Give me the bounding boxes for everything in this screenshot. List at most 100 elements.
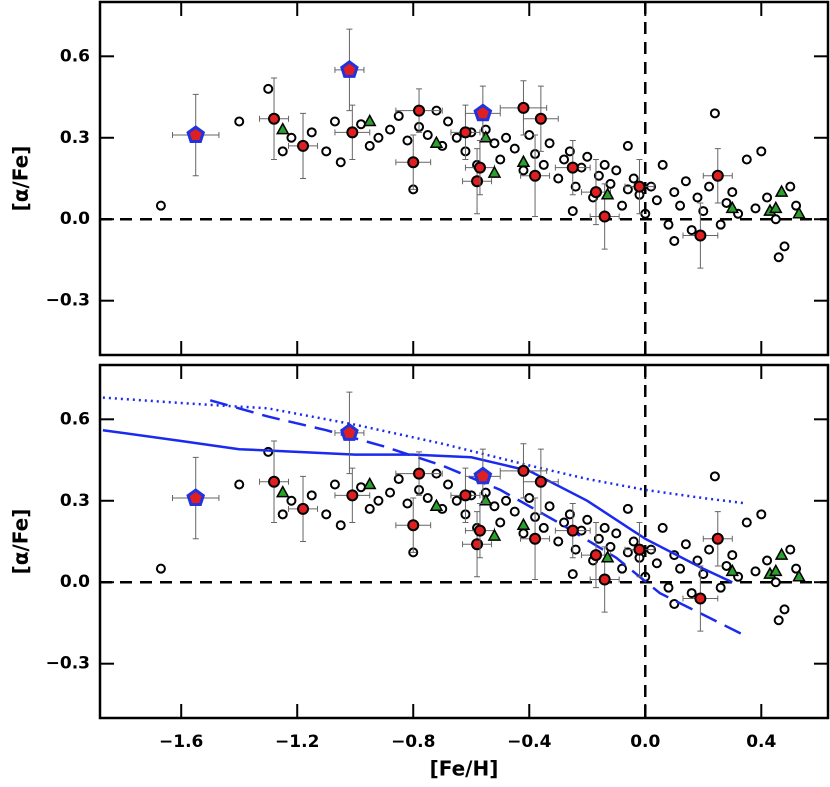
point	[762, 192, 773, 203]
point	[473, 524, 486, 537]
point	[750, 203, 761, 214]
point	[155, 200, 166, 211]
point	[553, 173, 564, 184]
point	[582, 514, 593, 525]
point	[429, 498, 444, 511]
point	[792, 206, 806, 219]
point	[277, 146, 288, 157]
point	[669, 235, 680, 246]
point	[756, 509, 767, 520]
point	[356, 119, 367, 130]
point	[756, 146, 767, 157]
y-tick-label: 0.6	[60, 46, 90, 66]
point	[633, 180, 646, 193]
point	[698, 569, 709, 580]
point	[733, 571, 744, 582]
point	[680, 176, 691, 187]
point	[471, 538, 484, 551]
x-axis-label: [Fe/H]	[430, 757, 499, 781]
x-tick-label: −0.4	[507, 732, 552, 752]
point	[779, 241, 790, 252]
point	[566, 161, 579, 174]
point	[544, 501, 555, 512]
point	[727, 550, 738, 561]
point	[495, 154, 506, 165]
point	[473, 103, 493, 122]
point	[275, 485, 290, 498]
point	[559, 154, 570, 165]
point	[459, 489, 472, 502]
point	[385, 124, 396, 135]
point	[791, 200, 802, 211]
point	[669, 187, 680, 198]
point	[364, 503, 375, 514]
point	[234, 479, 245, 490]
x-tick-label: 0.0	[630, 732, 660, 752]
y-axis-label: [α/Fe]	[9, 509, 33, 575]
point	[393, 474, 404, 485]
x-tick-label: −1.6	[159, 732, 203, 752]
plot-frame	[98, 363, 830, 720]
point	[268, 112, 281, 125]
point	[362, 113, 377, 127]
point	[663, 219, 674, 230]
point	[402, 498, 413, 509]
point	[611, 528, 622, 539]
point	[234, 116, 245, 127]
y-tick-label: 0.3	[60, 128, 90, 148]
point	[471, 175, 484, 188]
point	[429, 135, 444, 148]
x-tick-label: −1.2	[275, 732, 319, 752]
point	[611, 165, 622, 176]
point	[725, 563, 740, 577]
point	[770, 214, 781, 225]
point	[791, 563, 802, 574]
point	[582, 151, 593, 162]
point	[686, 588, 697, 599]
point	[524, 130, 535, 141]
point	[686, 225, 697, 236]
point	[509, 143, 520, 154]
point	[669, 598, 680, 609]
y-tick-label: 0.0	[60, 572, 90, 592]
point	[402, 135, 413, 146]
point	[329, 116, 340, 127]
point	[489, 138, 500, 149]
y-tick-label: −0.3	[46, 291, 90, 311]
y-axis-label: [α/Fe]	[9, 146, 33, 212]
point	[721, 197, 732, 208]
point	[413, 467, 426, 480]
point	[495, 517, 506, 528]
point	[529, 532, 542, 545]
point	[567, 569, 578, 580]
model-line	[102, 396, 747, 505]
point	[675, 200, 686, 211]
point	[364, 140, 375, 151]
y-tick-label: 0.6	[60, 409, 90, 429]
point	[538, 159, 549, 170]
point	[725, 200, 740, 214]
point	[321, 146, 332, 157]
point	[593, 170, 604, 181]
point	[704, 181, 715, 192]
point	[306, 490, 317, 501]
point	[340, 423, 359, 441]
point	[385, 487, 396, 498]
point	[680, 539, 691, 550]
point	[407, 156, 420, 169]
point	[651, 558, 662, 569]
point	[422, 493, 433, 504]
point	[657, 159, 668, 170]
point	[570, 181, 581, 192]
point	[263, 83, 274, 94]
point	[709, 108, 720, 119]
y-tick-label: 0.3	[60, 491, 90, 511]
point	[694, 592, 707, 605]
point	[534, 112, 547, 125]
point	[277, 509, 288, 520]
point	[769, 200, 783, 214]
point	[600, 550, 615, 563]
point	[715, 582, 726, 593]
point	[517, 464, 530, 477]
point	[501, 132, 512, 143]
